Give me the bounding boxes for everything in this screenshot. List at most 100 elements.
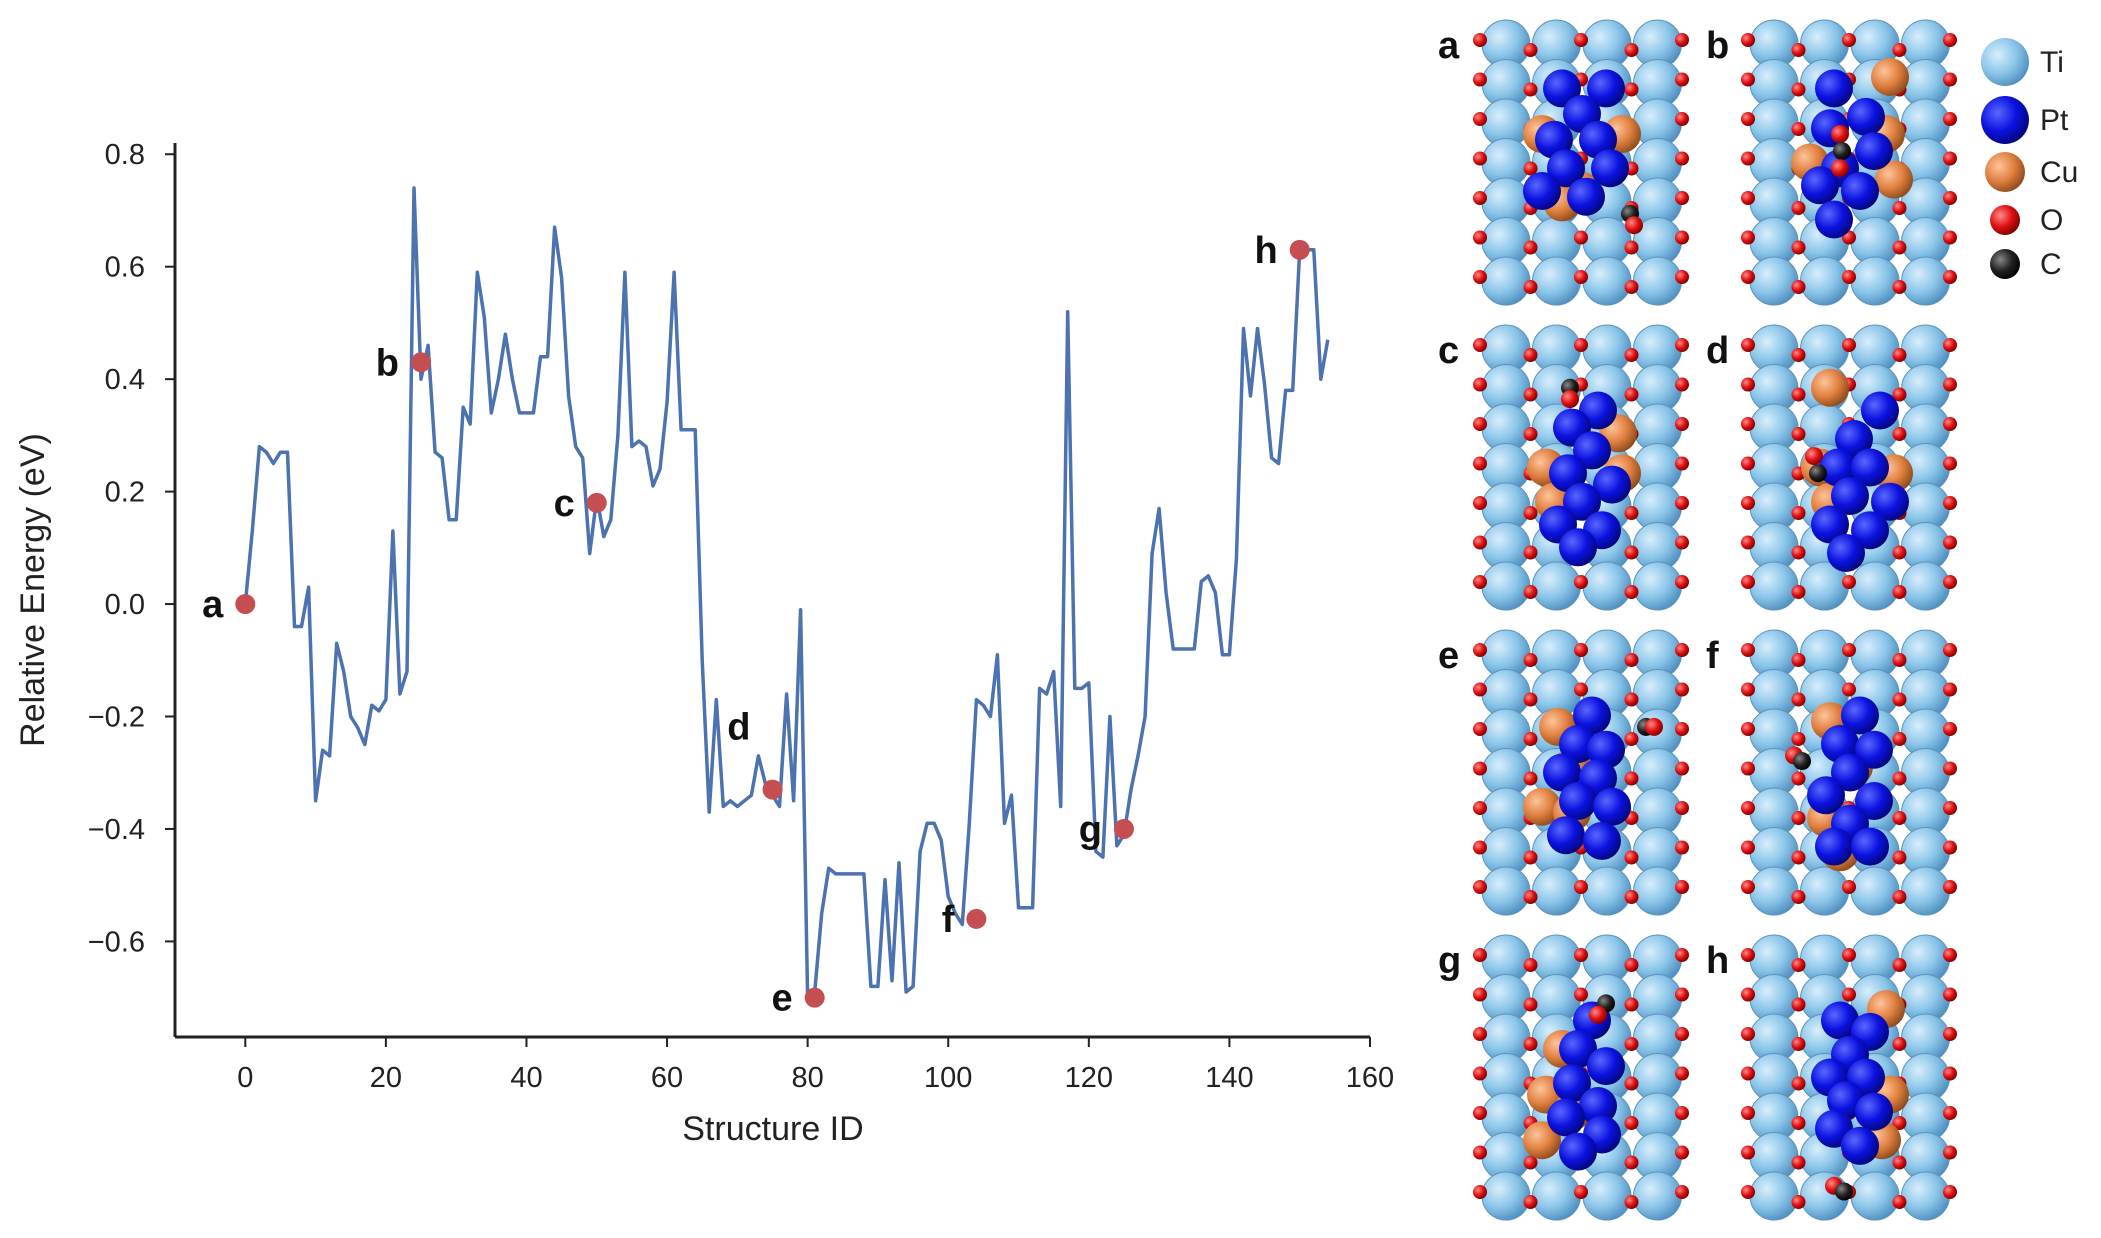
o-atom bbox=[1523, 732, 1538, 746]
o-atom bbox=[1574, 1185, 1588, 1199]
cu-atom bbox=[1523, 787, 1561, 826]
o-atom bbox=[1791, 348, 1806, 362]
ti-atom bbox=[1749, 256, 1799, 306]
energy-series-line bbox=[243, 186, 1330, 1000]
highlight-marker-g bbox=[1113, 818, 1134, 839]
o-atom bbox=[1943, 377, 1957, 392]
ti-atom bbox=[1901, 1171, 1950, 1221]
o-atom bbox=[1624, 1037, 1639, 1051]
o-atom bbox=[1791, 692, 1806, 707]
highlight-marker-c bbox=[586, 492, 607, 513]
o-atom bbox=[1892, 201, 1907, 215]
o-atom bbox=[1791, 1037, 1806, 1051]
pt-atom bbox=[1563, 482, 1601, 521]
o-atom bbox=[1523, 890, 1538, 904]
ti-atom bbox=[1481, 256, 1531, 306]
o-atom bbox=[1675, 761, 1689, 776]
structure-panel-g: g bbox=[1438, 934, 1689, 1221]
ti-atom bbox=[1749, 561, 1799, 611]
y-tick-label: −0.6 bbox=[88, 926, 145, 958]
o-atom bbox=[1943, 191, 1957, 205]
panel-letter-b: b bbox=[1706, 25, 1729, 67]
o-atom bbox=[1943, 801, 1957, 815]
o-atom bbox=[1741, 987, 1755, 1002]
y-tick-label: −0.2 bbox=[88, 702, 145, 734]
ti-atom bbox=[1532, 256, 1581, 306]
o-atom bbox=[1675, 377, 1689, 392]
o-atom bbox=[1831, 125, 1849, 143]
pt-atom bbox=[1815, 200, 1853, 239]
structure-panels: a b c d e f g h bbox=[1438, 19, 1957, 1221]
energy-chart: −0.6 −0.4 −0.2 0.0 0.2 0.4 0.6 0.8 0 20 40 60 80 100… bbox=[14, 139, 1394, 1148]
o-atom bbox=[1943, 722, 1957, 736]
panel-letter-f: f bbox=[1706, 635, 1719, 677]
o-atom bbox=[1943, 575, 1957, 589]
legend-swatch-c bbox=[1990, 249, 2020, 279]
o-atom bbox=[1892, 585, 1907, 599]
o-atom bbox=[1741, 535, 1755, 550]
o-atom bbox=[1892, 387, 1907, 402]
ti-atom bbox=[1532, 866, 1581, 916]
pt-atom bbox=[1573, 696, 1611, 735]
o-atom bbox=[1624, 506, 1639, 520]
pt-atom bbox=[1855, 132, 1893, 171]
o-atom bbox=[1625, 216, 1643, 235]
cu-atom bbox=[1523, 1121, 1561, 1160]
o-atom bbox=[1473, 987, 1487, 1002]
o-atom bbox=[1473, 338, 1487, 352]
o-atom bbox=[1892, 1116, 1907, 1130]
o-atom bbox=[1473, 1106, 1487, 1120]
o-atom bbox=[1741, 151, 1755, 166]
legend-swatch-ti bbox=[1981, 38, 2029, 86]
ti-atom bbox=[1481, 561, 1531, 611]
o-atom bbox=[1791, 1155, 1806, 1170]
o-atom bbox=[1943, 1106, 1957, 1120]
ti-atom bbox=[1901, 561, 1950, 611]
o-atom bbox=[1892, 545, 1907, 560]
o-atom bbox=[1523, 427, 1538, 441]
o-atom bbox=[1842, 682, 1856, 697]
pt-atom bbox=[1587, 730, 1625, 769]
highlight-label-a: a bbox=[202, 584, 224, 626]
o-atom bbox=[1791, 890, 1806, 904]
o-atom bbox=[1741, 270, 1755, 284]
pt-atom bbox=[1851, 511, 1889, 550]
o-atom bbox=[1791, 1116, 1806, 1130]
pt-atom bbox=[1547, 816, 1585, 855]
pt-atom bbox=[1591, 149, 1629, 188]
element-legend: Ti Pt Cu OC bbox=[1981, 38, 2078, 281]
o-atom bbox=[1574, 880, 1588, 894]
structure-panel-a: a bbox=[1438, 19, 1689, 306]
o-atom bbox=[1791, 427, 1806, 441]
o-atom bbox=[1624, 958, 1639, 972]
o-atom bbox=[1741, 948, 1755, 962]
o-atom bbox=[1741, 377, 1755, 392]
o-atom bbox=[1624, 997, 1639, 1012]
x-tick-label: 20 bbox=[370, 1062, 402, 1094]
panel-letter-h: h bbox=[1706, 940, 1729, 982]
o-atom bbox=[1892, 1195, 1907, 1209]
o-atom bbox=[1574, 682, 1588, 697]
o-atom bbox=[1675, 948, 1689, 962]
o-atom bbox=[1675, 338, 1689, 352]
o-atom bbox=[1675, 801, 1689, 815]
pt-atom bbox=[1871, 482, 1909, 521]
pt-atom bbox=[1841, 696, 1879, 735]
pt-atom bbox=[1811, 505, 1849, 544]
o-atom bbox=[1741, 72, 1755, 87]
o-atom bbox=[1473, 880, 1487, 894]
o-atom bbox=[1741, 456, 1755, 471]
o-atom bbox=[1943, 230, 1957, 245]
o-atom bbox=[1791, 122, 1806, 136]
o-atom bbox=[1574, 948, 1588, 962]
o-atom bbox=[1675, 72, 1689, 87]
o-atom bbox=[1791, 506, 1806, 520]
o-atom bbox=[1675, 1106, 1689, 1120]
o-atom bbox=[1624, 280, 1639, 294]
o-atom bbox=[1523, 506, 1538, 520]
o-atom bbox=[1473, 72, 1487, 87]
ti-atom bbox=[1800, 256, 1849, 306]
o-atom bbox=[1574, 270, 1588, 284]
o-atom bbox=[1675, 1066, 1689, 1081]
legend-label-pt: Pt bbox=[2040, 104, 2069, 137]
